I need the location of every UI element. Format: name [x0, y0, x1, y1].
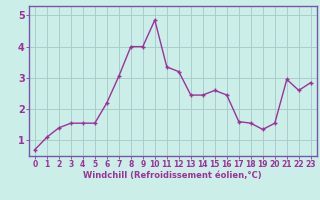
- X-axis label: Windchill (Refroidissement éolien,°C): Windchill (Refroidissement éolien,°C): [84, 171, 262, 180]
